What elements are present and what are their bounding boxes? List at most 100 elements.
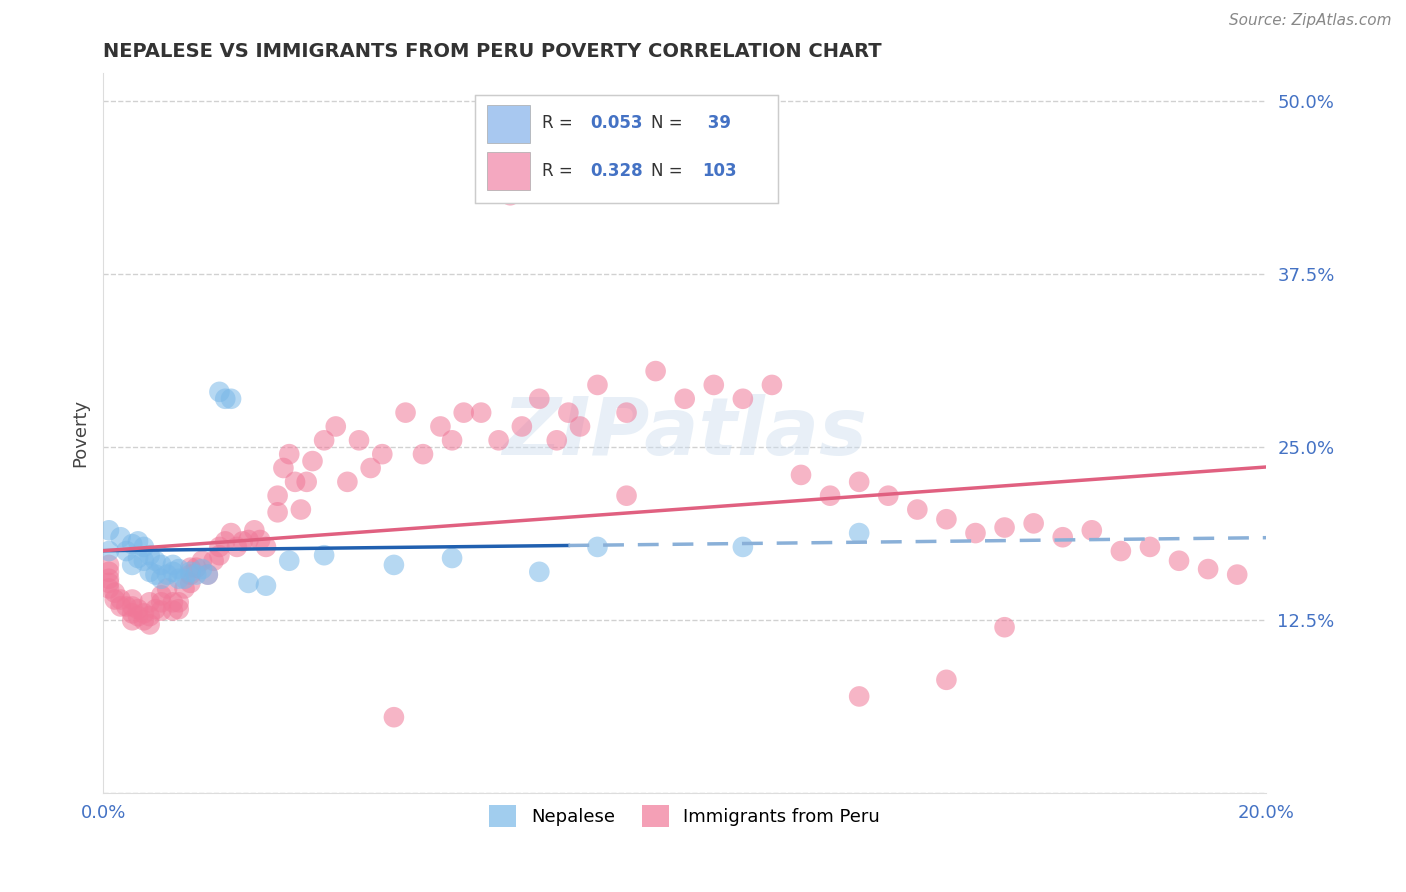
Point <box>278 554 301 568</box>
Point <box>145 554 167 568</box>
Point <box>202 554 225 568</box>
Point <box>644 364 666 378</box>
Point <box>97 575 120 590</box>
Point <box>382 710 405 724</box>
Point <box>110 599 132 614</box>
Point <box>360 461 382 475</box>
Point <box>197 567 219 582</box>
Point <box>569 419 592 434</box>
Point <box>162 558 184 572</box>
Point <box>179 560 201 574</box>
Point <box>371 447 394 461</box>
Point <box>132 554 155 568</box>
Point <box>110 592 132 607</box>
Point <box>1022 516 1045 531</box>
Point <box>848 475 870 489</box>
Point <box>818 489 841 503</box>
Point <box>336 475 359 489</box>
Point <box>179 575 201 590</box>
Point <box>266 489 288 503</box>
Point <box>295 475 318 489</box>
Point <box>150 604 173 618</box>
Point <box>301 454 323 468</box>
Point <box>162 565 184 579</box>
Point <box>173 582 195 596</box>
Point <box>557 406 579 420</box>
Point <box>993 520 1015 534</box>
Point <box>97 524 120 538</box>
Point <box>848 526 870 541</box>
Text: Source: ZipAtlas.com: Source: ZipAtlas.com <box>1229 13 1392 29</box>
Point <box>731 540 754 554</box>
Point <box>127 534 149 549</box>
Point <box>254 540 277 554</box>
Point <box>162 595 184 609</box>
Point <box>121 599 143 614</box>
Point <box>412 447 434 461</box>
Point <box>121 537 143 551</box>
Point <box>156 582 179 596</box>
Point <box>453 406 475 420</box>
Point <box>97 558 120 572</box>
Point <box>138 595 160 609</box>
Point <box>138 609 160 624</box>
Point <box>586 378 609 392</box>
Point <box>761 378 783 392</box>
Point <box>145 602 167 616</box>
Point <box>208 548 231 562</box>
Point <box>167 562 190 576</box>
Point <box>382 558 405 572</box>
Point <box>529 392 551 406</box>
Point <box>104 592 127 607</box>
Point <box>127 602 149 616</box>
Point <box>138 548 160 562</box>
Legend: Nepalese, Immigrants from Peru: Nepalese, Immigrants from Peru <box>482 798 887 835</box>
Point <box>278 447 301 461</box>
Point <box>249 533 271 547</box>
Point <box>97 565 120 579</box>
Point <box>935 673 957 687</box>
Point <box>790 467 813 482</box>
Point <box>132 613 155 627</box>
Point <box>499 188 522 202</box>
Point <box>325 419 347 434</box>
Point <box>145 567 167 582</box>
Point <box>138 565 160 579</box>
Point <box>132 540 155 554</box>
Point <box>191 554 214 568</box>
Point <box>238 533 260 547</box>
Point <box>150 572 173 586</box>
Point <box>848 690 870 704</box>
Point <box>197 567 219 582</box>
Point <box>191 562 214 576</box>
Point <box>186 567 208 582</box>
Point <box>290 502 312 516</box>
Point <box>703 378 725 392</box>
Point <box>121 613 143 627</box>
Text: NEPALESE VS IMMIGRANTS FROM PERU POVERTY CORRELATION CHART: NEPALESE VS IMMIGRANTS FROM PERU POVERTY… <box>103 42 882 61</box>
Point <box>905 502 928 516</box>
Point <box>1139 540 1161 554</box>
Point <box>510 419 533 434</box>
Point <box>238 575 260 590</box>
Point <box>1109 544 1132 558</box>
Point <box>121 592 143 607</box>
Point <box>254 579 277 593</box>
Point <box>586 540 609 554</box>
Point <box>284 475 307 489</box>
Point <box>104 585 127 599</box>
Point <box>127 551 149 566</box>
Point <box>731 392 754 406</box>
Point <box>877 489 900 503</box>
Point <box>97 544 120 558</box>
Point <box>179 567 201 582</box>
Text: ZIPatlas: ZIPatlas <box>502 394 868 473</box>
Point <box>935 512 957 526</box>
Point <box>186 560 208 574</box>
Point <box>167 602 190 616</box>
Point <box>150 588 173 602</box>
Point <box>546 434 568 448</box>
Point <box>1197 562 1219 576</box>
Point <box>167 595 190 609</box>
Point <box>965 526 987 541</box>
